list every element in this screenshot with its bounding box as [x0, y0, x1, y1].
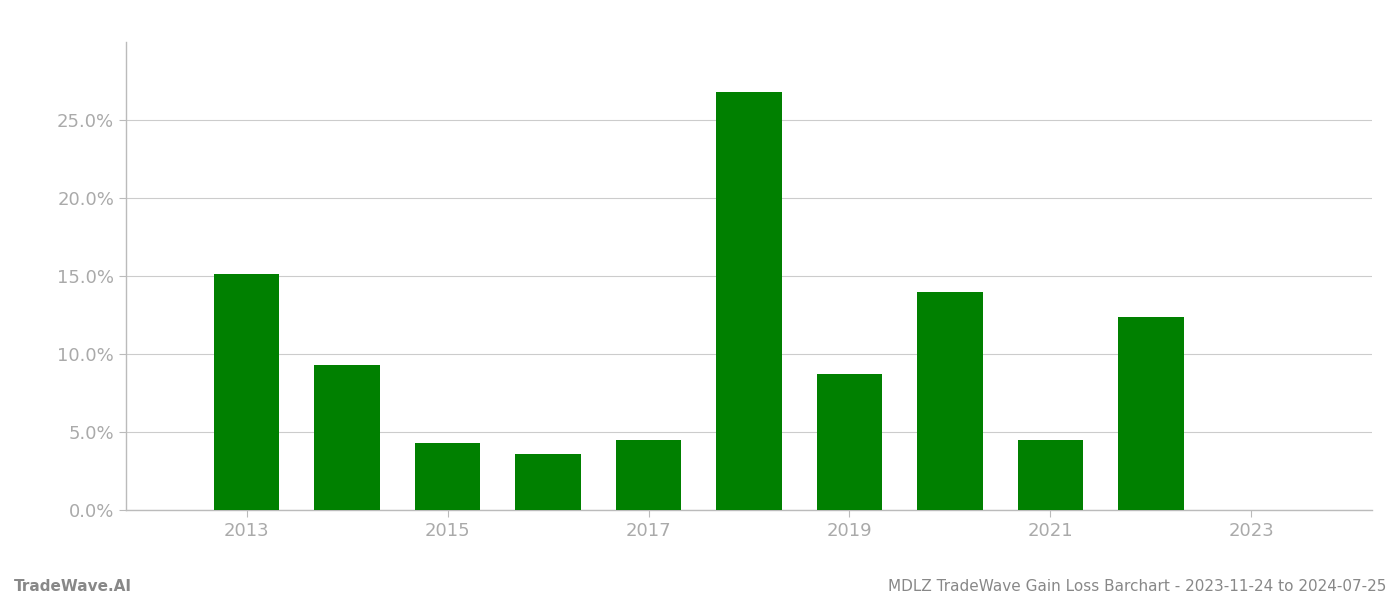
- Bar: [315, 365, 379, 510]
- Bar: [616, 440, 682, 510]
- Bar: [717, 92, 781, 510]
- Bar: [917, 292, 983, 510]
- Bar: [816, 374, 882, 510]
- Bar: [1119, 317, 1183, 510]
- Text: TradeWave.AI: TradeWave.AI: [14, 579, 132, 594]
- Text: MDLZ TradeWave Gain Loss Barchart - 2023-11-24 to 2024-07-25: MDLZ TradeWave Gain Loss Barchart - 2023…: [888, 579, 1386, 594]
- Bar: [214, 274, 279, 510]
- Bar: [1018, 440, 1084, 510]
- Bar: [515, 454, 581, 510]
- Bar: [414, 443, 480, 510]
